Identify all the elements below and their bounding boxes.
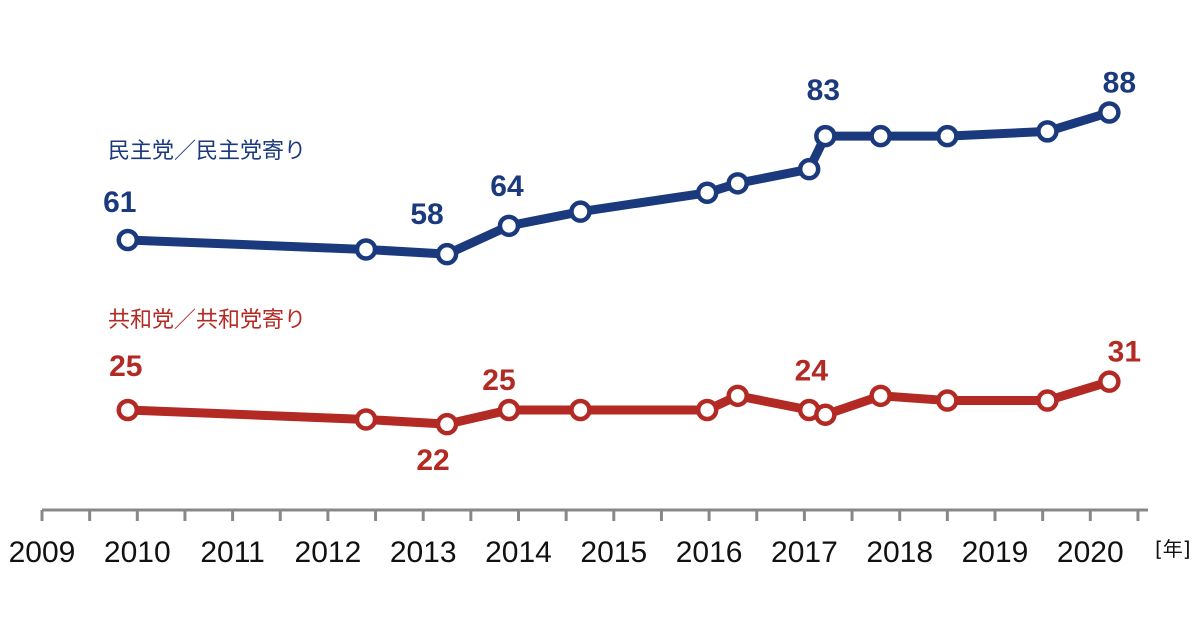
x-tick-label: 2020 [1057,536,1124,569]
data-point [869,384,892,408]
series-1: 25 22 25 24 31 [109,336,1141,478]
data-point [435,242,459,266]
data-point [814,403,837,426]
data-point [1036,120,1059,143]
x-tick-label: 2011 [200,536,265,569]
data-label: 25 [109,350,142,383]
x-tick-label: 2019 [962,536,1029,569]
x-tick-label: 2017 [771,536,838,569]
data-point [116,228,140,252]
data-point [569,398,592,422]
x-tick-label: 2016 [676,536,743,569]
data-label: 25 [482,364,515,397]
data-point [695,181,719,205]
data-point [726,384,749,408]
x-tick-label: 2014 [485,536,552,569]
data-point [726,172,749,195]
series-line [123,108,1114,259]
data-point [569,200,592,223]
data-label: 31 [1108,336,1141,369]
data-label: 83 [807,74,840,107]
data-point [814,124,837,148]
data-point [936,124,959,148]
data-label: 24 [795,355,829,388]
x-tick-label: 2015 [580,536,647,569]
data-point [695,398,719,422]
data-point [1098,101,1121,124]
data-label: 64 [490,170,524,203]
x-tick-label: 2012 [295,536,362,569]
x-axis-unit-label: [年] [1155,537,1191,561]
data-point [497,398,521,422]
data-point [435,412,459,436]
x-tick-label: 2010 [104,536,171,569]
data-label: 58 [410,198,443,231]
data-label: 22 [416,444,449,477]
data-point [797,157,821,181]
data-point [869,124,892,148]
data-point [354,238,378,261]
series-0: 61 58 64 83 88 [103,67,1136,266]
x-tick-label: 2013 [390,536,457,569]
series-label-democrat: 民主党／民主党寄り [108,139,306,164]
x-tick-label: 2018 [866,536,933,569]
data-point [354,408,378,431]
data-point [936,389,959,412]
series-label-republican: 共和党／共和党寄り [108,308,306,333]
x-axis: 2009 2010 2011 2012 2013 2014 2015 2016 2017 2018… [9,508,1148,569]
data-point [116,398,140,422]
series-line [123,377,1114,429]
data-label: 61 [103,186,136,219]
series-layer: 61 58 64 83 88 25 22 25 24 31 [103,67,1141,478]
data-label: 88 [1103,67,1136,100]
x-tick-label: 2009 [9,536,76,569]
data-point [1036,389,1059,412]
data-point [497,214,521,238]
data-point [1098,370,1121,393]
